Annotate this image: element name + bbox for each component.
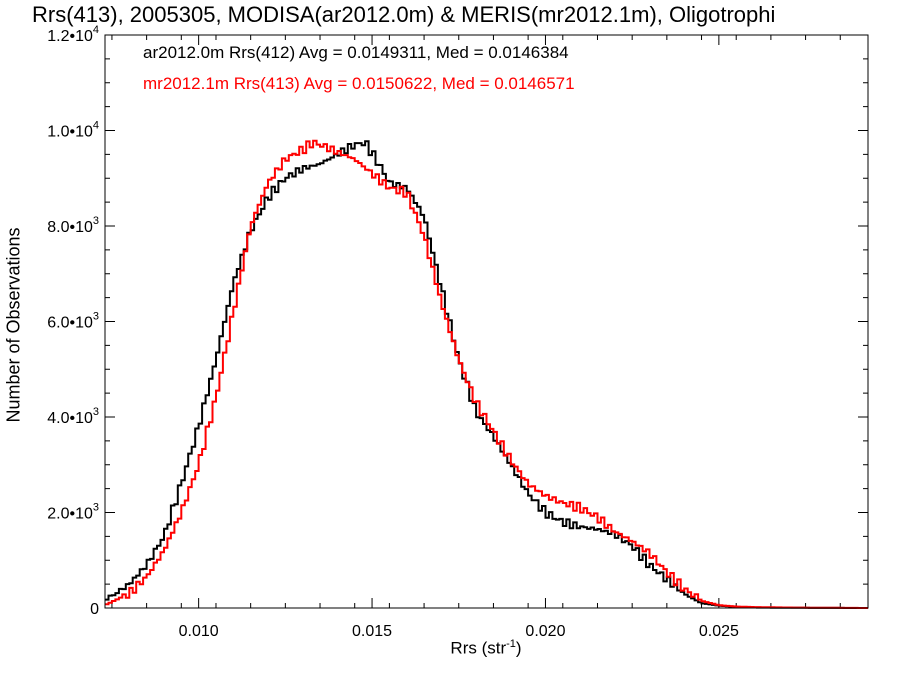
y-tick-label-mantissa: 1.2•10 <box>47 28 93 45</box>
y-tick-label-mantissa: 2.0•10 <box>47 506 93 523</box>
y-tick-label: 6.0•103 <box>47 311 99 332</box>
chart-title: Rrs(413), 2005305, MODISA(ar2012.0m) & M… <box>32 2 776 27</box>
x-tick-label: 0.015 <box>352 623 392 640</box>
y-tick-label-exponent: 3 <box>93 311 99 323</box>
y-tick-label: 1.0•104 <box>47 120 99 141</box>
y-tick-label: 1.2•104 <box>47 24 99 45</box>
y-tick-label: 0 <box>90 601 99 618</box>
y-tick-label-exponent: 4 <box>93 24 99 36</box>
x-axis-label-close: ) <box>515 638 522 658</box>
plot-frame <box>104 34 869 609</box>
y-tick-label-exponent: 3 <box>93 215 99 227</box>
x-axis-label-main: Rrs (str <box>450 638 507 658</box>
x-tick-label: 0.020 <box>525 623 565 640</box>
y-tick-label-mantissa: 6.0•10 <box>47 315 93 332</box>
y-tick-label-exponent: 3 <box>93 502 99 514</box>
y-tick-label-mantissa: 1.0•10 <box>47 124 93 141</box>
y-tick-label-mantissa: 4.0•10 <box>47 410 93 427</box>
y-tick-label-exponent: 4 <box>93 120 99 132</box>
x-tick-label: 0.010 <box>179 623 219 640</box>
y-tick-label: 4.0•103 <box>47 406 99 427</box>
y-tick-label: 8.0•103 <box>47 215 99 236</box>
series-line-mr2012 <box>105 139 868 609</box>
series-layer <box>105 139 868 609</box>
x-axis-label: Rrs (str-1) <box>450 638 521 659</box>
x-axis-label-exp: -1 <box>506 638 516 650</box>
x-tick-label: 0.025 <box>699 623 739 640</box>
y-tick-label-exponent: 3 <box>93 406 99 418</box>
y-tick-label: 2.0•103 <box>47 502 99 523</box>
y-axis-label: Number of Observations <box>3 227 24 423</box>
ticks-layer: 0.010 0.015 0.020 0.02502.0•1034.0•1036.0•1… <box>47 24 868 640</box>
y-tick-label-mantissa: 8.0•10 <box>47 219 93 236</box>
legend-entry-red: mr2012.1m Rrs(413) Avg = 0.0150622, Med … <box>143 74 575 93</box>
legend-entry-black: ar2012.0m Rrs(412) Avg = 0.0149311, Med … <box>143 43 569 62</box>
series-line-ar2012 <box>105 140 868 609</box>
